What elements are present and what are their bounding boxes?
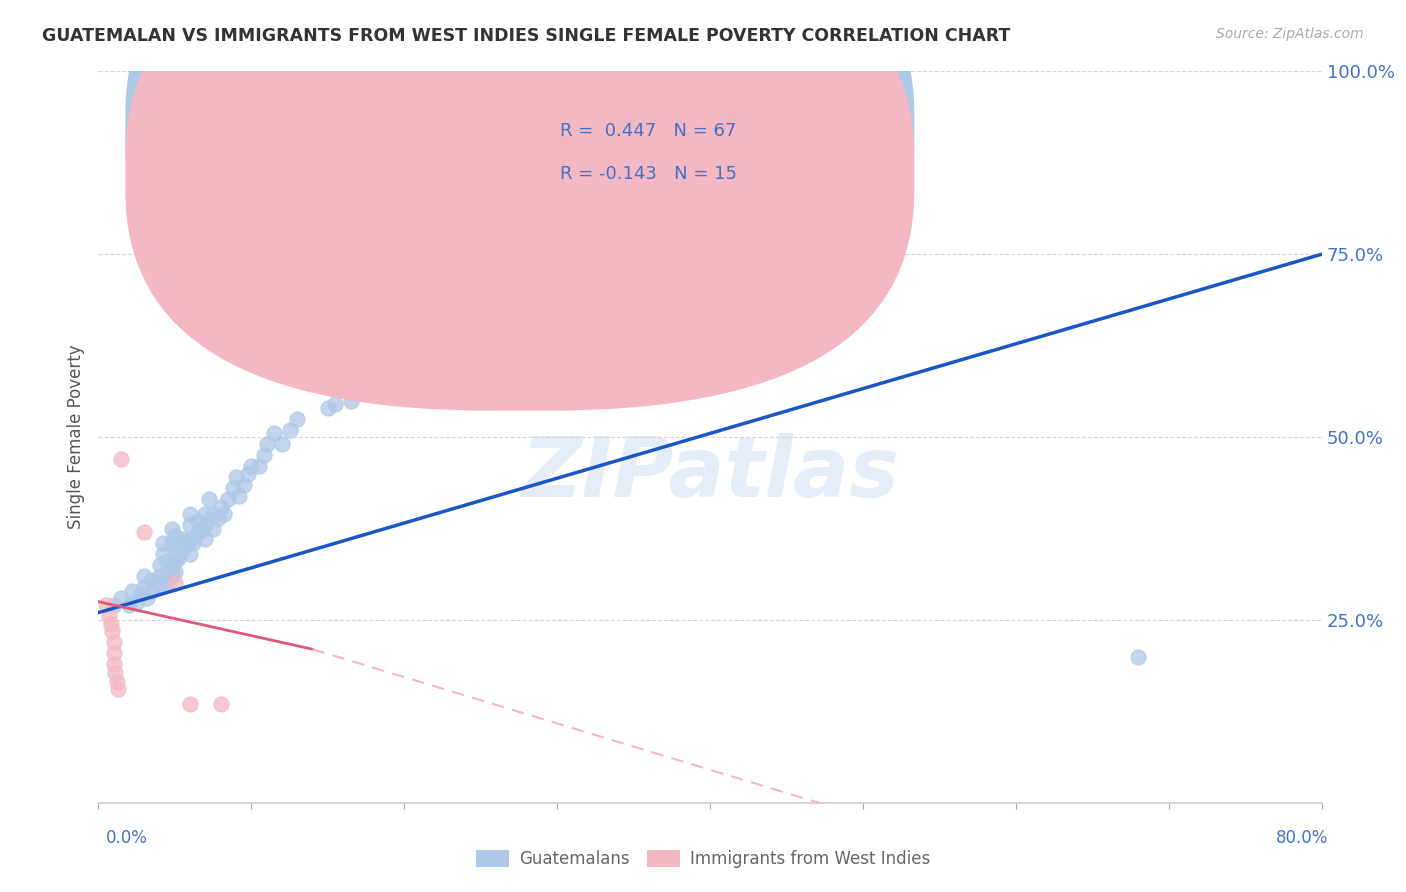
Point xyxy=(160,569,183,583)
Point xyxy=(252,449,274,463)
Point xyxy=(105,675,128,690)
Point xyxy=(129,587,152,601)
Point xyxy=(339,393,361,408)
Point xyxy=(101,624,124,638)
Point xyxy=(160,521,183,535)
Point xyxy=(145,576,167,591)
Point xyxy=(212,507,235,521)
Point xyxy=(232,477,254,491)
Point xyxy=(172,533,194,547)
Point xyxy=(136,591,159,605)
Point xyxy=(103,646,125,660)
Point xyxy=(163,576,186,591)
Point xyxy=(1128,649,1150,664)
Point xyxy=(121,583,143,598)
Text: R =  0.447   N = 67: R = 0.447 N = 67 xyxy=(560,121,735,140)
Point xyxy=(156,576,179,591)
Point xyxy=(263,426,285,441)
Point xyxy=(163,566,186,580)
Point xyxy=(107,682,129,697)
Point xyxy=(202,521,225,535)
Point xyxy=(156,554,179,568)
Point xyxy=(163,529,186,543)
FancyBboxPatch shape xyxy=(465,94,882,211)
Point xyxy=(238,467,260,481)
Point xyxy=(98,609,121,624)
Point xyxy=(202,507,225,521)
Point xyxy=(222,481,245,495)
Text: GUATEMALAN VS IMMIGRANTS FROM WEST INDIES SINGLE FEMALE POVERTY CORRELATION CHAR: GUATEMALAN VS IMMIGRANTS FROM WEST INDIE… xyxy=(42,27,1011,45)
Point xyxy=(194,533,217,547)
Point xyxy=(207,510,229,524)
Point xyxy=(316,401,339,415)
Point xyxy=(103,635,125,649)
Point xyxy=(187,525,209,540)
Point xyxy=(118,599,141,613)
FancyBboxPatch shape xyxy=(125,0,914,410)
Point xyxy=(217,492,239,507)
Point xyxy=(197,492,219,507)
Point xyxy=(228,489,250,503)
Point xyxy=(176,536,198,550)
Point xyxy=(160,536,183,550)
Point xyxy=(209,500,232,514)
Point xyxy=(110,591,132,605)
Point xyxy=(247,459,270,474)
FancyBboxPatch shape xyxy=(125,0,914,368)
Point xyxy=(163,554,186,568)
Point xyxy=(270,437,292,451)
Point xyxy=(100,616,122,631)
Point xyxy=(194,517,217,532)
Point xyxy=(172,543,194,558)
Point xyxy=(191,521,214,535)
Text: Source: ZipAtlas.com: Source: ZipAtlas.com xyxy=(1216,27,1364,41)
Point xyxy=(179,547,201,561)
Point xyxy=(181,536,204,550)
Point xyxy=(141,583,163,598)
Point xyxy=(149,569,172,583)
Point xyxy=(149,558,172,573)
Text: 80.0%: 80.0% xyxy=(1277,829,1329,847)
Point xyxy=(156,566,179,580)
Point xyxy=(187,514,209,528)
Point xyxy=(163,543,186,558)
Point xyxy=(152,547,174,561)
Y-axis label: Single Female Poverty: Single Female Poverty xyxy=(67,345,86,529)
Text: R = -0.143   N = 15: R = -0.143 N = 15 xyxy=(560,165,737,183)
Point xyxy=(103,599,125,613)
Point xyxy=(94,599,117,613)
Point xyxy=(278,423,301,437)
Text: 0.0%: 0.0% xyxy=(105,829,148,847)
Point xyxy=(167,550,190,565)
Point xyxy=(194,507,217,521)
Point xyxy=(110,452,132,467)
Point xyxy=(134,580,156,594)
Point xyxy=(179,697,201,711)
Point xyxy=(141,573,163,587)
Point xyxy=(179,533,201,547)
Point xyxy=(104,665,127,680)
Point xyxy=(149,580,172,594)
Point xyxy=(179,517,201,532)
Point xyxy=(325,397,347,411)
Text: ZIPatlas: ZIPatlas xyxy=(522,434,898,514)
Point xyxy=(103,657,125,671)
Point xyxy=(240,459,263,474)
Point xyxy=(225,470,247,484)
Point xyxy=(285,412,308,426)
Point xyxy=(179,507,201,521)
Point xyxy=(152,536,174,550)
Point xyxy=(134,525,156,540)
Point xyxy=(209,697,232,711)
Point xyxy=(160,558,183,573)
Point xyxy=(134,569,156,583)
Point xyxy=(125,594,148,608)
Legend: Guatemalans, Immigrants from West Indies: Guatemalans, Immigrants from West Indies xyxy=(470,843,936,875)
Point xyxy=(256,437,278,451)
